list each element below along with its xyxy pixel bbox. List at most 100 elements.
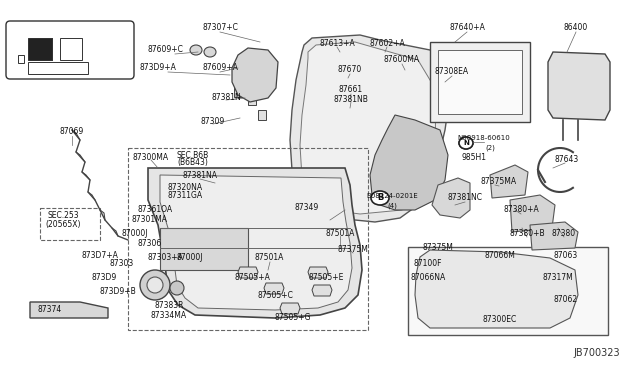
- Text: 87670: 87670: [338, 65, 362, 74]
- Ellipse shape: [459, 137, 473, 149]
- Polygon shape: [264, 283, 284, 294]
- Text: 87505+C: 87505+C: [257, 292, 293, 301]
- Polygon shape: [370, 115, 448, 210]
- Text: 87309: 87309: [201, 116, 225, 125]
- Text: B: B: [377, 193, 383, 202]
- Text: 87609+A: 87609+A: [202, 64, 238, 73]
- Bar: [258, 110, 266, 120]
- Text: 873D7+A: 873D7+A: [81, 250, 118, 260]
- Text: 87066NA: 87066NA: [410, 273, 445, 282]
- Text: (2): (2): [485, 145, 495, 151]
- Text: 87381N: 87381N: [211, 93, 241, 102]
- Text: 87303: 87303: [110, 260, 134, 269]
- Text: 87505+G: 87505+G: [275, 314, 311, 323]
- Bar: [60, 38, 82, 60]
- Text: 87381NB: 87381NB: [333, 94, 369, 103]
- Text: SEC.253: SEC.253: [47, 211, 79, 219]
- Bar: [30, 38, 52, 60]
- Polygon shape: [148, 168, 362, 318]
- Text: (20565X): (20565X): [45, 219, 81, 228]
- Text: 985H1: 985H1: [461, 154, 486, 163]
- Text: 87361OA: 87361OA: [138, 205, 173, 215]
- Text: 87000J: 87000J: [177, 253, 204, 263]
- Text: 87320NA: 87320NA: [168, 183, 203, 192]
- Text: (4): (4): [387, 203, 397, 209]
- Text: SEC.B6B: SEC.B6B: [177, 151, 209, 160]
- Bar: [430, 42, 530, 122]
- Text: 87374: 87374: [38, 305, 62, 314]
- Ellipse shape: [140, 270, 170, 300]
- Polygon shape: [290, 35, 450, 222]
- Text: 87380+A: 87380+A: [503, 205, 539, 215]
- Text: 87308EA: 87308EA: [435, 67, 469, 77]
- Text: 87643: 87643: [555, 155, 579, 164]
- Text: 87505+A: 87505+A: [234, 273, 270, 282]
- Text: 87069: 87069: [60, 126, 84, 135]
- Ellipse shape: [147, 277, 163, 293]
- Text: N08918-60610: N08918-60610: [458, 135, 510, 141]
- Polygon shape: [238, 267, 258, 278]
- Text: 87307+C: 87307+C: [202, 23, 238, 32]
- Text: 87100F: 87100F: [413, 259, 442, 267]
- Bar: [28, 62, 88, 74]
- Text: B08124-0201E: B08124-0201E: [366, 193, 418, 199]
- Polygon shape: [30, 302, 108, 318]
- Text: 87609+C: 87609+C: [147, 45, 183, 55]
- Text: 87380: 87380: [552, 228, 576, 237]
- Bar: [438, 50, 522, 114]
- Text: 87600MA: 87600MA: [384, 55, 420, 64]
- Text: 87311GA: 87311GA: [168, 192, 203, 201]
- Text: 87306: 87306: [138, 238, 162, 247]
- Text: 87066M: 87066M: [484, 250, 515, 260]
- Text: 873D9+B: 873D9+B: [100, 288, 136, 296]
- Text: 87640+A: 87640+A: [449, 23, 485, 32]
- Text: 87602+A: 87602+A: [369, 38, 405, 48]
- Bar: [128, 148, 368, 330]
- Text: 87317M: 87317M: [543, 273, 573, 282]
- Text: 87613+A: 87613+A: [319, 38, 355, 48]
- Text: 87063: 87063: [554, 250, 578, 260]
- Text: 87349: 87349: [295, 202, 319, 212]
- Ellipse shape: [204, 47, 216, 57]
- Text: 87501A: 87501A: [254, 253, 284, 263]
- Polygon shape: [300, 42, 436, 214]
- Text: 873D9: 873D9: [92, 273, 116, 282]
- Polygon shape: [312, 285, 332, 296]
- Text: JB700323: JB700323: [573, 348, 620, 358]
- Bar: [408, 247, 608, 335]
- Ellipse shape: [170, 281, 184, 295]
- Text: 87383R: 87383R: [154, 301, 184, 310]
- Polygon shape: [490, 165, 528, 198]
- Text: 87375M: 87375M: [422, 244, 453, 253]
- Text: 87381NC: 87381NC: [447, 193, 483, 202]
- Text: 87375M: 87375M: [337, 246, 369, 254]
- Bar: [234, 87, 242, 97]
- Text: 873D9+A: 873D9+A: [140, 64, 177, 73]
- Polygon shape: [232, 48, 278, 102]
- Ellipse shape: [459, 137, 473, 149]
- Bar: [248, 95, 256, 105]
- Polygon shape: [548, 52, 610, 120]
- Polygon shape: [308, 267, 328, 278]
- Polygon shape: [160, 228, 248, 270]
- Text: 87000J: 87000J: [122, 228, 148, 237]
- Text: 87375MA: 87375MA: [481, 177, 517, 186]
- Polygon shape: [280, 303, 300, 314]
- Polygon shape: [415, 250, 578, 328]
- Text: 87300MA: 87300MA: [133, 153, 169, 161]
- Text: 87334MA: 87334MA: [151, 311, 187, 321]
- Text: 87301MA: 87301MA: [132, 215, 168, 224]
- Text: 87062: 87062: [554, 295, 578, 305]
- Text: 87303+A: 87303+A: [147, 253, 183, 263]
- Bar: [18, 55, 24, 63]
- Bar: [40, 208, 100, 240]
- Polygon shape: [432, 178, 470, 218]
- Text: 87505+E: 87505+E: [308, 273, 344, 282]
- Text: 87501A: 87501A: [325, 228, 355, 237]
- Text: 86400: 86400: [564, 23, 588, 32]
- Text: 87380+B: 87380+B: [509, 228, 545, 237]
- Polygon shape: [530, 222, 578, 250]
- Polygon shape: [160, 175, 352, 310]
- Polygon shape: [510, 195, 555, 232]
- Text: (B6B43): (B6B43): [177, 158, 209, 167]
